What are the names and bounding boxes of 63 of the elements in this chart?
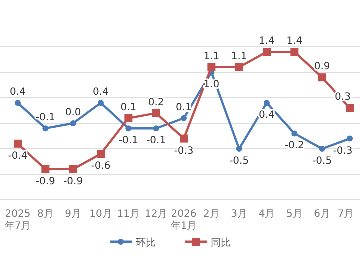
data-label: 1.1 bbox=[231, 51, 248, 62]
point bbox=[236, 146, 242, 152]
point bbox=[42, 165, 50, 174]
data-label: 0.4 bbox=[259, 110, 275, 122]
point bbox=[98, 100, 104, 106]
data-label: 1.1 bbox=[204, 51, 220, 62]
data-label: -0.2 bbox=[284, 140, 304, 152]
point bbox=[346, 104, 354, 112]
point bbox=[14, 140, 22, 148]
data-label: -0.9 bbox=[36, 176, 56, 188]
point bbox=[264, 100, 270, 106]
data-label: -0.4 bbox=[8, 150, 28, 162]
point bbox=[15, 100, 21, 106]
data-label: 1.4 bbox=[259, 36, 275, 48]
data-label: -0.1 bbox=[118, 136, 138, 147]
point bbox=[290, 48, 299, 56]
point bbox=[70, 120, 76, 126]
data-label: 1.4 bbox=[286, 36, 303, 48]
x-tick-label: 9月 bbox=[65, 209, 82, 220]
x-tick-label: 10月 bbox=[90, 209, 112, 220]
point bbox=[42, 126, 49, 132]
data-label: 0.0 bbox=[65, 108, 82, 118]
data-label: -0.1 bbox=[146, 136, 166, 147]
data-label: 0.2 bbox=[148, 97, 164, 108]
point bbox=[180, 134, 188, 143]
x-tick-label: 3月 bbox=[231, 209, 248, 220]
data-label: 0.9 bbox=[314, 62, 330, 73]
data-label: -0.6 bbox=[91, 161, 111, 172]
legend-label: 环比 bbox=[136, 237, 156, 249]
legend-label: 同比 bbox=[211, 237, 231, 249]
x-tick-label: 7月 bbox=[338, 209, 354, 220]
x-tick-label: 2月 bbox=[203, 209, 220, 220]
point bbox=[181, 115, 187, 122]
point bbox=[235, 63, 244, 72]
point bbox=[263, 48, 271, 56]
point bbox=[126, 126, 132, 132]
x-tick-label: 12月 bbox=[144, 209, 168, 220]
x-tick-label: 2026 年1月 bbox=[170, 209, 198, 232]
point bbox=[69, 165, 78, 174]
point bbox=[319, 146, 326, 152]
data-label: -0.3 bbox=[333, 146, 353, 157]
point bbox=[153, 126, 160, 132]
x-tick-label: 4月 bbox=[258, 209, 276, 220]
point bbox=[97, 150, 105, 158]
x-tick-label: 6月 bbox=[314, 209, 331, 220]
x-tick-label: 8月 bbox=[37, 209, 54, 220]
point bbox=[292, 130, 298, 137]
x-tick-label: 11月 bbox=[117, 209, 140, 220]
point bbox=[318, 74, 326, 82]
data-label: -0.5 bbox=[230, 156, 250, 167]
x-tick-label: 2025 年7月 bbox=[4, 209, 32, 232]
point bbox=[124, 114, 133, 122]
data-label: -0.5 bbox=[312, 156, 332, 167]
data-label: 0.1 bbox=[120, 102, 137, 114]
data-label: -0.1 bbox=[36, 112, 56, 124]
point bbox=[347, 136, 353, 142]
data-label: 0.4 bbox=[93, 87, 109, 98]
data-label: -0.3 bbox=[174, 146, 194, 157]
point bbox=[152, 109, 160, 118]
point bbox=[208, 63, 216, 72]
x-tick-label: 5月 bbox=[286, 209, 303, 220]
data-label: -0.9 bbox=[64, 176, 84, 188]
data-label: 0.4 bbox=[10, 87, 26, 98]
